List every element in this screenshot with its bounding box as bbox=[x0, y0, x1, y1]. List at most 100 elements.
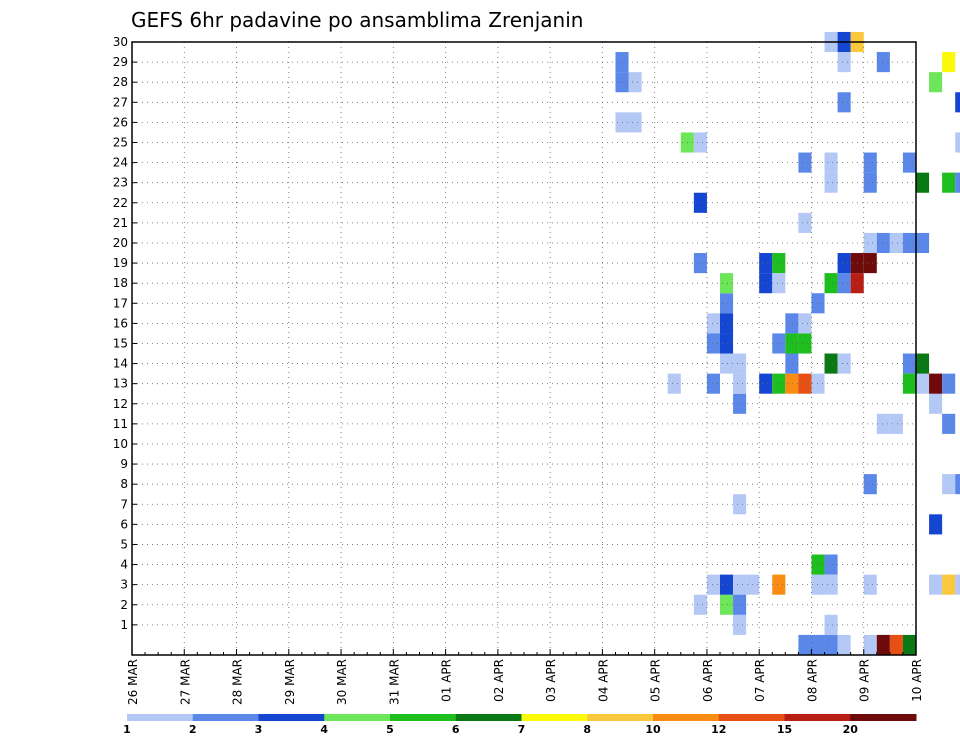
precip-cell bbox=[955, 172, 960, 193]
precip-cell bbox=[667, 373, 681, 394]
x-tick-label: 31 MAR bbox=[387, 659, 401, 705]
colorbar-swatch bbox=[784, 714, 851, 721]
precip-cell bbox=[798, 313, 812, 334]
x-tick-label: 27 MAR bbox=[178, 659, 192, 705]
precip-cell bbox=[824, 574, 838, 595]
colorbar-label: 3 bbox=[255, 723, 263, 736]
x-tick-label: 07 APR bbox=[753, 659, 767, 702]
grid-lines bbox=[132, 41, 916, 655]
precip-cell bbox=[772, 273, 786, 294]
precip-cell bbox=[706, 333, 720, 354]
y-tick-label: 14 bbox=[113, 357, 128, 371]
y-tick-label: 15 bbox=[113, 336, 128, 350]
precip-cell bbox=[889, 634, 903, 655]
x-tick-label: 03 APR bbox=[544, 659, 558, 702]
precip-cell bbox=[929, 72, 943, 93]
precip-cell bbox=[772, 333, 786, 354]
precip-cell bbox=[955, 474, 960, 495]
chart-title: GEFS 6hr padavine po ansamblima Zrenjani… bbox=[131, 8, 583, 32]
y-tick-label: 13 bbox=[113, 377, 128, 391]
colorbar-legend: 1 2 3 4 5 6 7 8 10 12 15 20 bbox=[123, 714, 917, 736]
y-tick-label: 17 bbox=[113, 296, 128, 310]
y-tick-label: 23 bbox=[113, 176, 128, 190]
precip-cell bbox=[916, 232, 930, 254]
precip-cell bbox=[902, 353, 916, 374]
precip-cell bbox=[942, 52, 956, 73]
y-tick-label: 4 bbox=[120, 558, 128, 572]
y-tick-label: 25 bbox=[113, 135, 128, 149]
precip-cell bbox=[863, 253, 877, 274]
precip-cell bbox=[824, 614, 838, 635]
precip-cell bbox=[876, 232, 890, 254]
precip-cell bbox=[720, 313, 734, 334]
precip-cell bbox=[929, 373, 943, 394]
precip-cell bbox=[824, 634, 838, 655]
x-tick-label: 29 MAR bbox=[283, 659, 297, 705]
y-tick-label: 27 bbox=[113, 95, 128, 109]
precip-cell bbox=[706, 313, 720, 334]
y-tick-label: 5 bbox=[120, 537, 128, 551]
precip-cell bbox=[942, 413, 956, 434]
precip-cell bbox=[863, 474, 877, 495]
precip-cell bbox=[798, 634, 812, 655]
precip-cell bbox=[889, 232, 903, 254]
precip-cell bbox=[811, 574, 825, 595]
precip-cell bbox=[720, 574, 734, 595]
colorbar-label: 20 bbox=[843, 723, 859, 736]
precip-cell bbox=[798, 212, 812, 233]
precip-cell bbox=[876, 634, 890, 655]
precip-cell bbox=[798, 152, 812, 173]
precip-cell bbox=[955, 132, 960, 153]
precip-cell bbox=[785, 353, 799, 374]
x-tick-label: 04 APR bbox=[596, 659, 610, 702]
colorbar-label: 6 bbox=[452, 723, 460, 736]
colorbar-swatch bbox=[653, 714, 720, 721]
precip-cell bbox=[916, 373, 930, 394]
colorbar-label: 12 bbox=[711, 723, 726, 736]
colorbar-swatch bbox=[718, 714, 785, 721]
y-tick-label: 24 bbox=[113, 156, 128, 170]
precip-cell bbox=[824, 273, 838, 294]
y-axis: 1234567891011121314151617181920212223242… bbox=[113, 35, 137, 632]
precip-cell bbox=[759, 273, 773, 294]
x-tick-label: 08 APR bbox=[805, 659, 819, 702]
x-tick-label: 01 APR bbox=[440, 659, 454, 702]
precip-cell bbox=[785, 373, 799, 394]
y-tick-label: 7 bbox=[120, 497, 128, 511]
precip-cell bbox=[733, 494, 747, 515]
precip-cell bbox=[772, 373, 786, 394]
colorbar-swatch bbox=[258, 714, 325, 721]
y-tick-label: 6 bbox=[120, 517, 128, 531]
precip-cell bbox=[942, 474, 956, 495]
precip-cell bbox=[706, 574, 720, 595]
y-tick-label: 12 bbox=[113, 397, 128, 411]
colorbar-label: 4 bbox=[320, 723, 328, 736]
colorbar-label: 1 bbox=[123, 723, 131, 736]
precip-cell bbox=[863, 634, 877, 655]
y-tick-label: 11 bbox=[113, 417, 128, 431]
colorbar-label: 8 bbox=[583, 723, 591, 736]
y-tick-label: 1 bbox=[120, 618, 128, 632]
precip-cell bbox=[693, 253, 707, 274]
precip-cell bbox=[876, 413, 890, 434]
precip-cell bbox=[733, 574, 747, 595]
precip-cell bbox=[824, 554, 838, 575]
precip-cell bbox=[772, 574, 786, 595]
colorbar-label: 10 bbox=[645, 723, 661, 736]
precip-cell bbox=[863, 152, 877, 173]
precip-cell bbox=[837, 273, 851, 294]
precip-cell bbox=[720, 353, 734, 374]
precip-cell bbox=[824, 152, 838, 173]
precip-cell bbox=[720, 293, 734, 314]
heatmap-cells bbox=[615, 31, 960, 655]
precip-cell bbox=[811, 634, 825, 655]
precip-cell bbox=[902, 373, 916, 394]
colorbar-swatch bbox=[390, 714, 457, 721]
y-tick-label: 9 bbox=[120, 457, 128, 471]
precip-cell bbox=[863, 232, 877, 254]
precip-cell bbox=[733, 393, 747, 414]
x-tick-label: 06 APR bbox=[701, 659, 715, 702]
precip-cell bbox=[837, 634, 851, 655]
precip-cell bbox=[759, 373, 773, 394]
